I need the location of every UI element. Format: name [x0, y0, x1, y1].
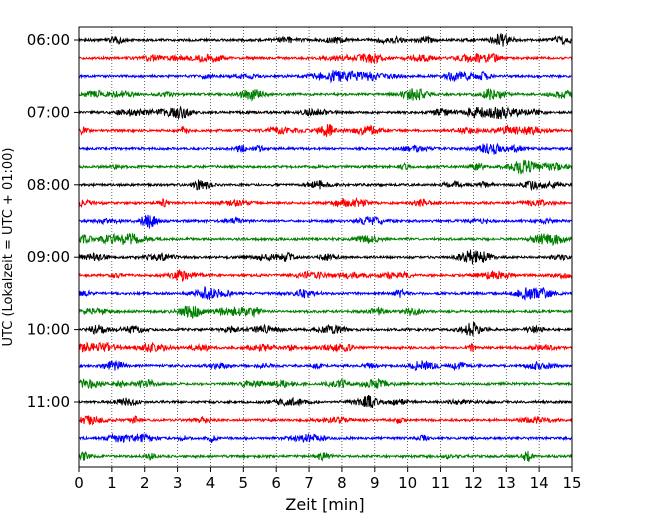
y-tick-label: 06:00 — [27, 31, 70, 49]
x-axis-ticks: 0 1 2 3 4 5 6 7 8 9 10 11 12 13 14 15 — [74, 467, 582, 492]
x-tick-label: 14 — [530, 474, 549, 492]
y-tick-label: 11:00 — [27, 393, 70, 411]
x-tick-label: 10 — [398, 474, 417, 492]
trace-line — [78, 33, 573, 47]
trace-line — [78, 285, 573, 301]
trace-line — [78, 432, 573, 444]
x-tick-label: 6 — [271, 474, 281, 492]
x-tick-label: 3 — [173, 474, 183, 492]
trace-line — [78, 394, 573, 409]
x-tick-label: 4 — [206, 474, 216, 492]
y-tick-label: 07:00 — [27, 103, 70, 121]
x-tick-label: 2 — [140, 474, 150, 492]
grid-lines — [111, 27, 540, 467]
trace-line — [78, 249, 573, 265]
y-axis-ticks: 06:00 07:00 08:00 09:00 10:00 11:00 — [27, 31, 79, 411]
trace-line — [78, 196, 573, 208]
trace-line — [78, 415, 573, 426]
trace-line — [78, 359, 573, 372]
x-tick-label: 11 — [431, 474, 450, 492]
x-tick-label: 13 — [497, 474, 516, 492]
x-axis-label: Zeit [min] — [285, 495, 364, 514]
plot-frame — [78, 26, 573, 468]
x-tick-label: 1 — [107, 474, 117, 492]
trace-line — [78, 70, 573, 84]
trace-line — [78, 305, 573, 320]
trace-line — [78, 87, 573, 103]
trace-line — [78, 232, 573, 247]
seismic-traces — [78, 33, 573, 462]
y-tick-label: 09:00 — [27, 248, 70, 266]
y-tick-label: 10:00 — [27, 321, 70, 339]
trace-line — [78, 450, 573, 462]
plot-area — [79, 27, 572, 467]
x-tick-label: 12 — [464, 474, 483, 492]
x-tick-label: 15 — [562, 474, 581, 492]
x-tick-label: 9 — [370, 474, 380, 492]
y-axis-label: UTC (Lokalzeit = UTC + 01:00) — [1, 148, 16, 347]
x-tick-label: 0 — [74, 474, 84, 492]
trace-line — [78, 269, 573, 283]
trace-line — [78, 159, 573, 175]
trace-line — [78, 322, 573, 337]
x-tick-label: 5 — [239, 474, 249, 492]
trace-line — [78, 143, 573, 155]
trace-line — [78, 52, 573, 65]
trace-line — [78, 123, 573, 137]
trace-line — [78, 377, 573, 390]
trace-line — [78, 214, 573, 229]
trace-line — [78, 341, 573, 353]
trace-line — [78, 105, 573, 121]
x-tick-label: 7 — [304, 474, 314, 492]
y-tick-label: 08:00 — [27, 176, 70, 194]
trace-line — [78, 178, 573, 192]
x-tick-label: 8 — [337, 474, 347, 492]
